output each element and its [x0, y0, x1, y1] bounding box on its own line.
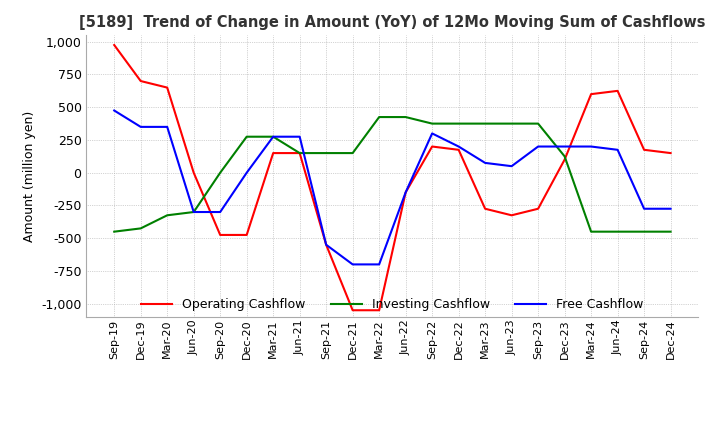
- Y-axis label: Amount (million yen): Amount (million yen): [22, 110, 35, 242]
- Investing Cashflow: [428, 121, 436, 126]
- Free Cashflow: [216, 209, 225, 215]
- Free Cashflow: [640, 206, 649, 211]
- Investing Cashflow: [375, 114, 384, 120]
- Free Cashflow: [454, 144, 463, 149]
- Investing Cashflow: [508, 121, 516, 126]
- Investing Cashflow: [110, 229, 119, 235]
- Free Cashflow: [534, 144, 542, 149]
- Investing Cashflow: [189, 209, 198, 215]
- Operating Cashflow: [587, 92, 595, 97]
- Operating Cashflow: [454, 147, 463, 152]
- Investing Cashflow: [481, 121, 490, 126]
- Operating Cashflow: [375, 308, 384, 313]
- Free Cashflow: [508, 164, 516, 169]
- Investing Cashflow: [163, 213, 171, 218]
- Free Cashflow: [243, 170, 251, 176]
- Operating Cashflow: [401, 190, 410, 195]
- Operating Cashflow: [269, 150, 277, 156]
- Legend: Operating Cashflow, Investing Cashflow, Free Cashflow: Operating Cashflow, Investing Cashflow, …: [136, 293, 649, 316]
- Operating Cashflow: [508, 213, 516, 218]
- Operating Cashflow: [640, 147, 649, 152]
- Free Cashflow: [322, 242, 330, 247]
- Operating Cashflow: [110, 42, 119, 48]
- Investing Cashflow: [613, 229, 622, 235]
- Investing Cashflow: [243, 134, 251, 139]
- Free Cashflow: [110, 108, 119, 113]
- Free Cashflow: [587, 144, 595, 149]
- Operating Cashflow: [666, 150, 675, 156]
- Operating Cashflow: [428, 144, 436, 149]
- Free Cashflow: [136, 124, 145, 129]
- Operating Cashflow: [216, 232, 225, 238]
- Operating Cashflow: [163, 85, 171, 90]
- Investing Cashflow: [269, 134, 277, 139]
- Free Cashflow: [428, 131, 436, 136]
- Investing Cashflow: [348, 150, 357, 156]
- Free Cashflow: [401, 190, 410, 195]
- Investing Cashflow: [640, 229, 649, 235]
- Free Cashflow: [163, 124, 171, 129]
- Investing Cashflow: [295, 150, 304, 156]
- Investing Cashflow: [587, 229, 595, 235]
- Operating Cashflow: [322, 242, 330, 247]
- Free Cashflow: [189, 209, 198, 215]
- Free Cashflow: [613, 147, 622, 152]
- Line: Free Cashflow: Free Cashflow: [114, 110, 670, 264]
- Investing Cashflow: [136, 226, 145, 231]
- Free Cashflow: [481, 160, 490, 165]
- Investing Cashflow: [322, 150, 330, 156]
- Investing Cashflow: [401, 114, 410, 120]
- Operating Cashflow: [481, 206, 490, 211]
- Operating Cashflow: [534, 206, 542, 211]
- Investing Cashflow: [216, 170, 225, 176]
- Free Cashflow: [560, 144, 569, 149]
- Line: Investing Cashflow: Investing Cashflow: [114, 117, 670, 232]
- Operating Cashflow: [348, 308, 357, 313]
- Operating Cashflow: [560, 157, 569, 162]
- Operating Cashflow: [243, 232, 251, 238]
- Investing Cashflow: [534, 121, 542, 126]
- Investing Cashflow: [666, 229, 675, 235]
- Free Cashflow: [295, 134, 304, 139]
- Free Cashflow: [348, 262, 357, 267]
- Operating Cashflow: [136, 78, 145, 84]
- Free Cashflow: [666, 206, 675, 211]
- Operating Cashflow: [613, 88, 622, 94]
- Investing Cashflow: [560, 154, 569, 159]
- Free Cashflow: [269, 134, 277, 139]
- Free Cashflow: [375, 262, 384, 267]
- Investing Cashflow: [454, 121, 463, 126]
- Operating Cashflow: [189, 170, 198, 176]
- Title: [5189]  Trend of Change in Amount (YoY) of 12Mo Moving Sum of Cashflows: [5189] Trend of Change in Amount (YoY) o…: [79, 15, 706, 30]
- Line: Operating Cashflow: Operating Cashflow: [114, 45, 670, 310]
- Operating Cashflow: [295, 150, 304, 156]
